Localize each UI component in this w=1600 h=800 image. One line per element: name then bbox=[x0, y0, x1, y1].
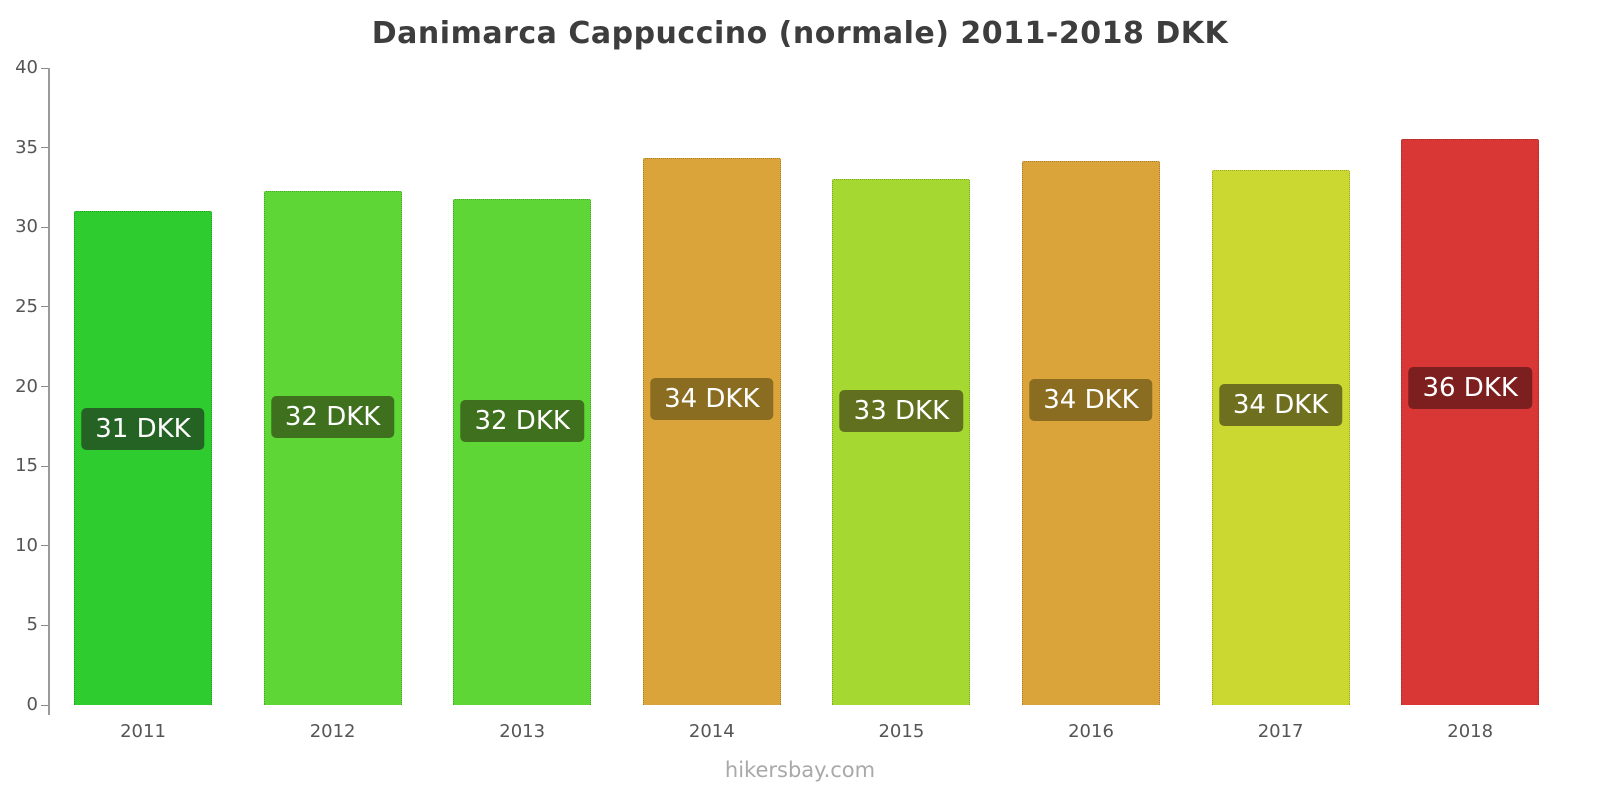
bar-2013 bbox=[453, 198, 592, 705]
bar-value-label: 33 DKK bbox=[839, 389, 964, 432]
bar-2016 bbox=[1022, 161, 1160, 705]
y-tick-mark bbox=[41, 147, 48, 149]
bar-2011 bbox=[74, 211, 212, 705]
watermark: hikersbay.com bbox=[724, 758, 876, 782]
bar-2012 bbox=[263, 190, 402, 705]
bar-value-label: 34 DKK bbox=[650, 377, 774, 420]
y-tick-mark bbox=[41, 465, 48, 467]
y-tick-label: 30 bbox=[15, 216, 38, 238]
y-tick-label: 20 bbox=[15, 375, 38, 397]
y-tick-mark bbox=[41, 624, 48, 626]
chart-title: Danimarca Cappuccino (normale) 2011-2018… bbox=[371, 16, 1229, 51]
y-tick-mark bbox=[41, 226, 48, 228]
plot-area: 0 5 10 15 20 25 30 35 40 31 DKK 2011 32 DKK 2012 32 D… bbox=[15, 58, 1545, 742]
bar-2014 bbox=[642, 157, 781, 705]
x-tick-label: 2016 bbox=[1068, 721, 1114, 742]
bar-value-label: 32 DKK bbox=[270, 395, 395, 438]
bar-2018 bbox=[1401, 138, 1540, 705]
y-axis-stub bbox=[48, 705, 50, 715]
bar-2015 bbox=[832, 179, 971, 705]
y-tick-label: 0 bbox=[26, 694, 38, 715]
bar-value-label: 32 DKK bbox=[460, 400, 584, 443]
y-tick-mark bbox=[41, 67, 48, 69]
x-tick-label: 2015 bbox=[878, 721, 925, 742]
x-tick-label: 2014 bbox=[688, 721, 735, 742]
bar-value-label: 34 DKK bbox=[1029, 379, 1153, 422]
x-tick-label: 2018 bbox=[1447, 721, 1494, 742]
y-tick-mark bbox=[41, 704, 48, 706]
y-tick-label: 40 bbox=[15, 57, 38, 78]
y-tick-label: 5 bbox=[26, 614, 38, 636]
y-tick-mark bbox=[41, 306, 48, 308]
x-tick-label: 2013 bbox=[499, 721, 546, 742]
bar-value-label: 36 DKK bbox=[1408, 366, 1532, 409]
y-tick-label: 35 bbox=[15, 136, 38, 158]
y-tick-mark bbox=[41, 545, 48, 547]
y-tick-label: 25 bbox=[15, 295, 38, 317]
bar-value-label: 34 DKK bbox=[1218, 384, 1343, 427]
x-tick-label: 2011 bbox=[120, 721, 166, 742]
bar-2017 bbox=[1211, 169, 1350, 705]
bar-value-label: 31 DKK bbox=[81, 407, 205, 450]
y-tick-mark bbox=[41, 386, 48, 387]
x-tick-label: 2017 bbox=[1257, 721, 1304, 742]
x-tick-label: 2012 bbox=[309, 721, 356, 742]
y-tick-label: 15 bbox=[15, 455, 38, 477]
y-tick-label: 10 bbox=[15, 534, 38, 556]
